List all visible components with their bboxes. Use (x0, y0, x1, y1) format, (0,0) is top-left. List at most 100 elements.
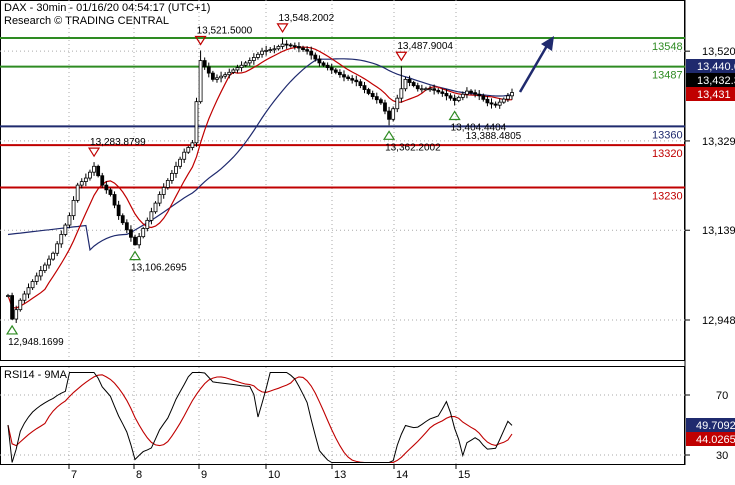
candle (210, 70, 215, 82)
candle (280, 37, 285, 50)
swing-low-label: 12,948.1699 (8, 337, 64, 348)
candle-body (129, 229, 133, 238)
candle-body (268, 49, 273, 52)
swing-high-label: 13,521.5000 (197, 25, 253, 36)
candle-body (10, 295, 14, 320)
candle (22, 290, 27, 304)
candle (247, 57, 252, 67)
candle-body (264, 49, 269, 52)
candle (313, 52, 318, 62)
candle (120, 213, 125, 225)
candle (88, 169, 92, 181)
candle (108, 187, 113, 197)
candle-body (198, 60, 203, 103)
candle-body (342, 74, 346, 78)
candle-body (38, 270, 43, 277)
candle (329, 63, 334, 74)
candle-body (170, 172, 174, 181)
candle-body (18, 299, 23, 311)
candle-body (206, 66, 211, 74)
candle (317, 55, 322, 67)
candle (129, 225, 133, 242)
candle (34, 272, 39, 285)
chart-subtitle: Research © TRADING CENTRAL (4, 15, 169, 27)
candle (378, 97, 383, 105)
candle (174, 161, 178, 178)
candle-body (424, 88, 428, 91)
candle-body (309, 50, 314, 56)
candle (292, 42, 297, 50)
swing-high-label: 13,487.9004 (397, 41, 453, 52)
candle-body (186, 147, 191, 153)
candle-body (313, 54, 318, 60)
candle (198, 50, 203, 104)
candle-body (419, 88, 424, 91)
candle (251, 53, 256, 65)
candle-body (374, 96, 379, 101)
candle-body (153, 202, 158, 213)
candle-body (157, 194, 162, 204)
candle (391, 106, 396, 122)
candle (14, 305, 19, 324)
forecast-arrow (518, 36, 554, 93)
candle-body (63, 224, 68, 235)
swing-high-label: 13,283.8799 (90, 137, 146, 148)
candle (440, 88, 445, 97)
candle (497, 98, 502, 109)
candle (493, 101, 498, 108)
candle (362, 81, 367, 94)
price-note-label: 13,388.4805 (466, 131, 522, 142)
candle-body (403, 78, 408, 90)
candle (42, 262, 47, 274)
candle (67, 212, 72, 229)
candle-body (92, 165, 96, 173)
candle-body (165, 180, 170, 188)
candle (288, 42, 293, 48)
rsi-value-tag-label: 49.7092 (696, 420, 735, 432)
candle-body (161, 187, 166, 195)
candle-body (338, 71, 342, 76)
candle-body (182, 151, 187, 160)
candle-body (104, 184, 109, 191)
price-tag (686, 59, 735, 73)
candle (485, 95, 490, 107)
candle (112, 191, 117, 209)
candle (325, 62, 330, 71)
candle (235, 64, 240, 73)
candle-body (137, 236, 142, 246)
time-tick-label: 8 (136, 469, 142, 480)
level-label-13487: 13487 (652, 70, 683, 82)
candle-body (481, 95, 486, 100)
candle (419, 84, 424, 93)
price-tag (686, 73, 735, 87)
candle (215, 74, 219, 83)
candle-body (387, 110, 391, 120)
candle-body (358, 81, 363, 87)
candle (38, 265, 43, 281)
candle (358, 79, 363, 89)
candle (342, 70, 346, 82)
candle-body (440, 91, 445, 94)
candle (383, 99, 387, 115)
candle (260, 47, 264, 58)
candle (395, 94, 400, 113)
price-tag-label: 13,432.3 (697, 75, 735, 87)
rsi-line (7, 372, 513, 463)
candle (276, 44, 281, 51)
candle (510, 88, 514, 100)
candle (309, 46, 314, 60)
level-label-13230: 13230 (652, 190, 683, 202)
candle (83, 173, 88, 187)
candle (407, 75, 412, 87)
candle (456, 95, 461, 103)
price-tag-label: 13,431 (697, 89, 731, 101)
candle-body (383, 102, 387, 112)
candle (501, 97, 506, 104)
candle-body (473, 92, 478, 95)
candle (350, 75, 355, 84)
candle (338, 69, 342, 78)
candle-body (284, 43, 289, 46)
candle (469, 89, 473, 95)
candle (59, 230, 64, 248)
